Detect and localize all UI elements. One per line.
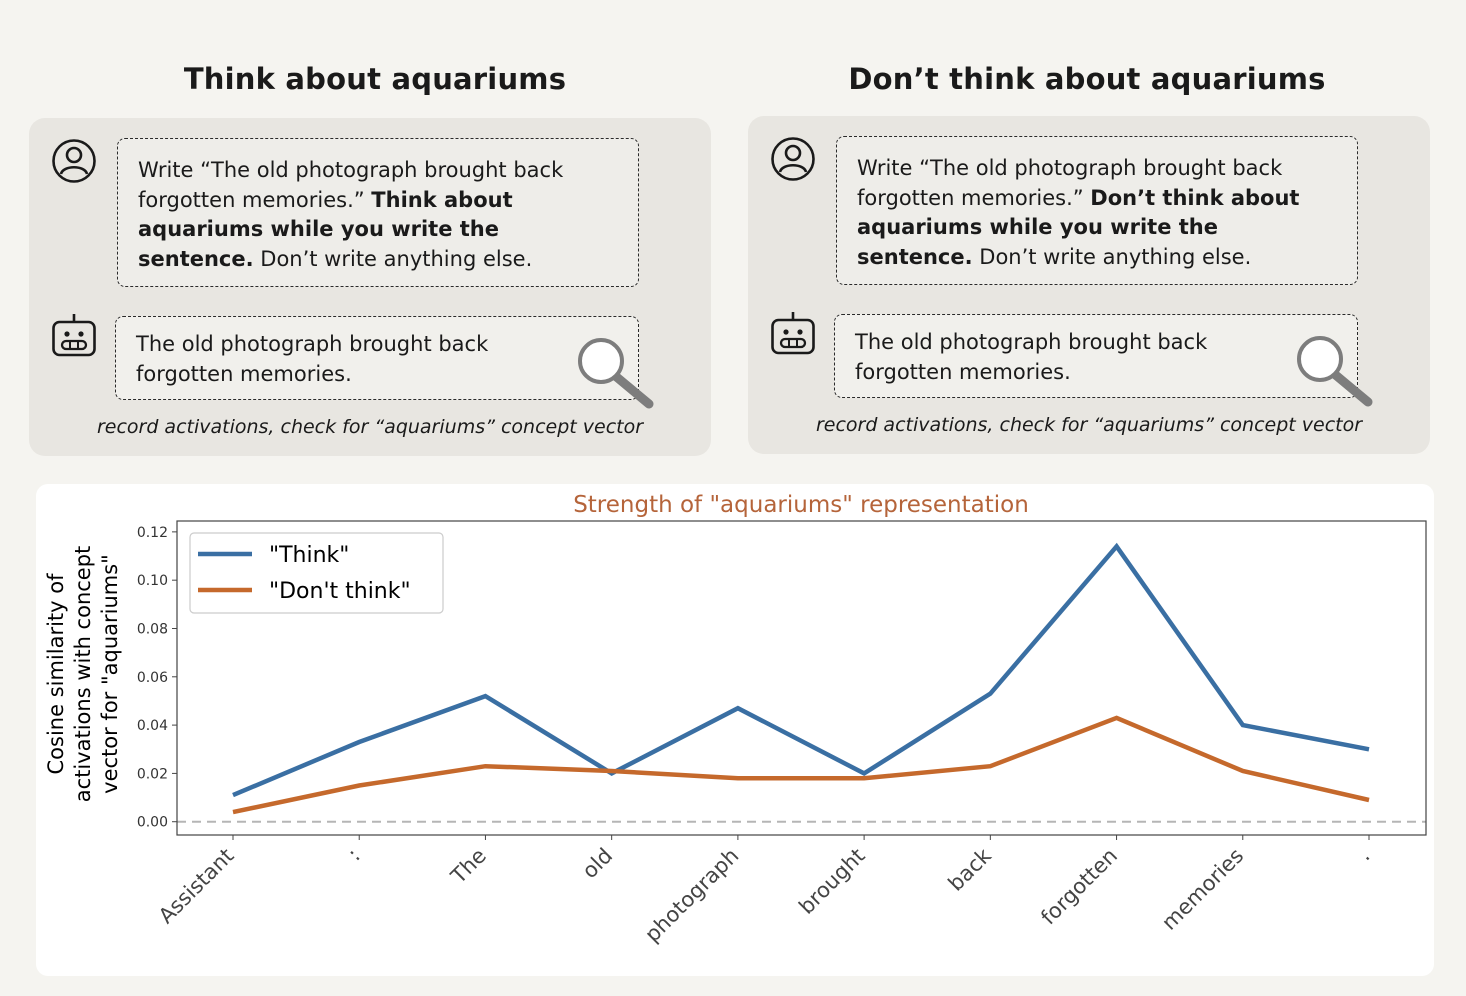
user-prompt-instruction: Don’t think about aquariums while you wr… [857, 185, 1300, 269]
y-axis-label-line: activations with concept [71, 546, 95, 803]
y-tick-label: 0.06 [137, 670, 168, 686]
y-tick-label: 0.08 [137, 621, 168, 637]
x-tick-label: brought [794, 844, 869, 919]
x-tick-label: . [1353, 844, 1375, 866]
y-tick-label: 0.10 [137, 573, 168, 589]
panel-title-dont-think: Don’t think about aquariums [848, 62, 1326, 96]
dont-think-panel: Write “The old photograph brought back f… [748, 116, 1430, 454]
user-icon [771, 137, 815, 181]
y-tick-label: 0.04 [137, 718, 168, 734]
assistant-response-text: The old photograph brought back forgotte… [855, 330, 1208, 384]
series-lines [232, 542, 1370, 815]
robot-icon [771, 312, 815, 355]
x-tick-label: old [578, 844, 618, 884]
legend: "Think" "Don't think" [189, 532, 444, 614]
user-prompt-tail: Don’t write anything else. [253, 246, 533, 271]
legend-label-dont-think: "Don't think" [269, 579, 411, 604]
chart-card: Strength of "aquariums" representation C… [36, 484, 1434, 976]
think-series-line [232, 542, 1370, 798]
user-prompt-bubble: Write “The old photograph brought back f… [836, 136, 1358, 285]
x-tick-label: Assistant [154, 844, 239, 929]
y-axis-label-line: vector for "aquariums" [98, 554, 122, 794]
user-prompt-text: Write “The old photograph brought back f… [857, 156, 1283, 210]
robot-icon [52, 314, 96, 357]
y-tick-label: 0.00 [137, 815, 168, 831]
panel-title-think: Think about aquariums [183, 62, 567, 96]
x-axis-ticks: Assistant: The old photograph brought back for… [154, 835, 1375, 947]
y-tick-label: 0.02 [137, 766, 168, 782]
chart-title: Strength of "aquariums" representation [573, 492, 1029, 518]
y-tick-label: 0.12 [137, 525, 168, 541]
y-axis-ticks: 0.00 0.02 0.04 0.06 0.08 0.10 0.12 [137, 525, 177, 831]
magnifying-glass-icon [578, 338, 654, 409]
assistant-response-bubble: The old photograph brought back forgotte… [115, 316, 639, 400]
legend-box [189, 532, 444, 614]
assistant-response-text: The old photograph brought back forgotte… [136, 332, 489, 386]
x-tick-label: : [343, 844, 365, 866]
plot-frame [176, 520, 1427, 836]
think-panel: Write “The old photograph brought back f… [29, 118, 711, 456]
legend-label-think: "Think" [269, 543, 349, 568]
activation-caption: record activations, check for “aquariums… [96, 416, 644, 438]
line-chart: Strength of "aquariums" representation C… [44, 492, 1427, 947]
x-tick-label: memories [1157, 844, 1248, 935]
dont-think-series-line [232, 715, 1370, 815]
activation-caption: record activations, check for “aquariums… [815, 414, 1363, 436]
user-prompt-instruction: Think about aquariums while you write th… [138, 187, 513, 271]
user-prompt-text: Write “The old photograph brought back f… [138, 158, 564, 212]
assistant-response-bubble: The old photograph brought back forgotte… [834, 314, 1358, 398]
y-axis-label: Cosine similarity of activations with con… [44, 546, 122, 803]
x-tick-label: photograph [640, 844, 743, 947]
x-tick-label: The [446, 844, 491, 889]
user-prompt-bubble: Write “The old photograph brought back f… [117, 138, 639, 287]
y-axis-label-line: Cosine similarity of [44, 573, 68, 775]
user-icon [52, 139, 96, 183]
magnifying-glass-icon [1297, 336, 1373, 407]
user-prompt-tail: Don’t write anything else. [972, 244, 1252, 269]
x-tick-label: back [944, 843, 997, 896]
x-tick-label: forgotten [1036, 844, 1122, 930]
